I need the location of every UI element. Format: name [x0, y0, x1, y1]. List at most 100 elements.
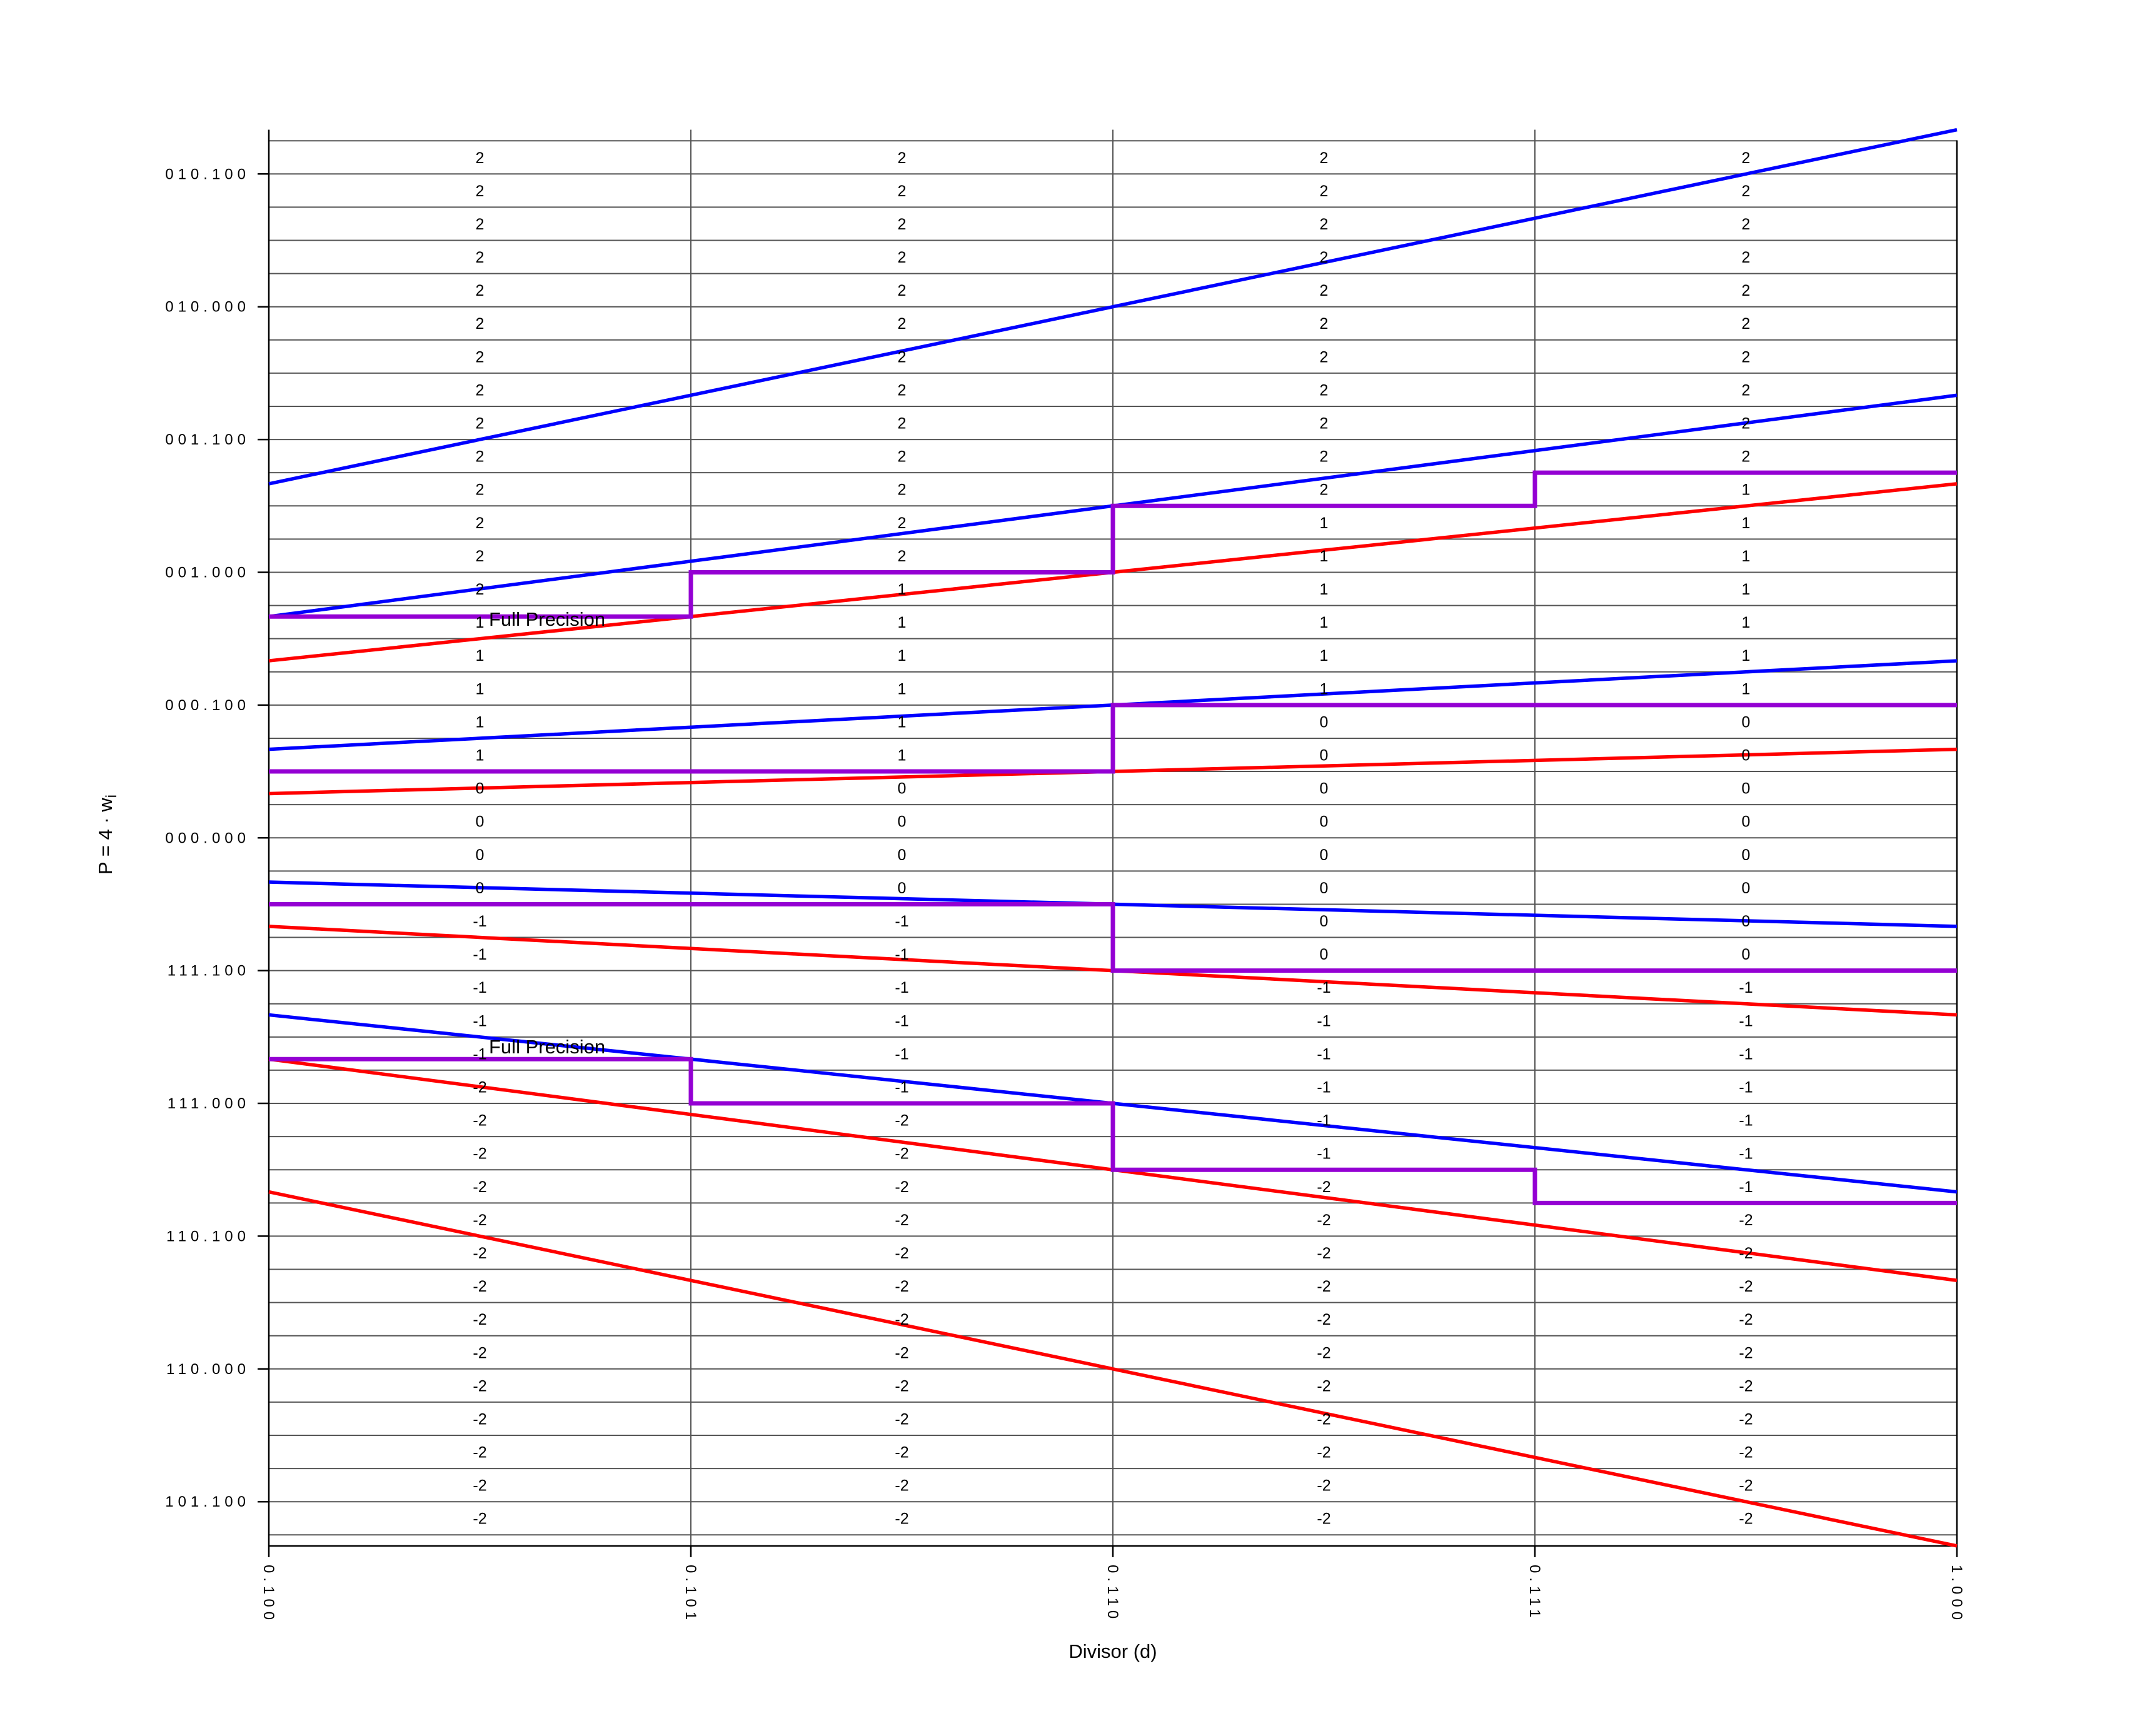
- digit-cell: 1: [1320, 680, 1329, 698]
- digit-cell: 1: [1742, 481, 1751, 499]
- digit-cell: 1: [898, 713, 907, 731]
- digit-cell: 1: [1742, 548, 1751, 565]
- digit-cell: -2: [473, 1510, 486, 1528]
- digit-cell: 2: [898, 348, 907, 366]
- selection-staircase-2-1: [269, 470, 1957, 619]
- digit-cell: -1: [1317, 1045, 1330, 1063]
- digit-cell: 0: [476, 846, 485, 864]
- digit-cell: 2: [898, 514, 907, 532]
- digit-cell: 1: [1320, 647, 1329, 665]
- digit-cell: -2: [1739, 1311, 1752, 1328]
- digit-cell: -2: [1317, 1377, 1330, 1395]
- digit-cell: -2: [1317, 1245, 1330, 1262]
- digit-cell: -2: [895, 1510, 908, 1528]
- digit-cell: -2: [1317, 1477, 1330, 1495]
- digit-cell: -2: [473, 1410, 486, 1428]
- digit-cell: 1: [476, 647, 485, 665]
- digit-cell: -2: [895, 1212, 908, 1229]
- digit-cell: -2: [895, 1477, 908, 1495]
- digit-cell: 2: [898, 315, 907, 333]
- digit-cell: 2: [898, 183, 907, 200]
- digit-cell: 1: [1742, 614, 1751, 631]
- y-tick-label: 101.100: [165, 1493, 250, 1510]
- digit-cell: 0: [476, 880, 485, 897]
- y-tick-label: 010.100: [165, 166, 250, 183]
- digit-cell: -2: [895, 1145, 908, 1163]
- digit-cell: -1: [473, 979, 486, 996]
- digit-cell: 1: [1742, 680, 1751, 698]
- digit-cell: 1: [476, 747, 485, 765]
- selection-staircase-0-m1: [269, 901, 1957, 973]
- digit-cell: 0: [476, 780, 485, 798]
- digit-cell: 2: [476, 448, 485, 466]
- y-tick-label: 001.000: [165, 564, 250, 581]
- digit-cell: 1: [1320, 614, 1329, 631]
- digit-cell: 1: [476, 680, 485, 698]
- digit-cell: -2: [473, 1477, 486, 1495]
- digit-cell: -2: [1317, 1410, 1330, 1428]
- digit-cell: -2: [1739, 1344, 1752, 1362]
- digit-cell: -2: [895, 1444, 908, 1462]
- digit-cell: 2: [1742, 315, 1751, 333]
- digit-cell: 1: [1742, 647, 1751, 665]
- y-tick-label: 111.000: [168, 1095, 250, 1112]
- digit-cell: -1: [1739, 1012, 1752, 1030]
- digit-cell: 0: [1742, 813, 1751, 831]
- digit-cell: -2: [1317, 1311, 1330, 1328]
- digit-cell: 2: [1320, 415, 1329, 433]
- digit-cell: 2: [898, 149, 907, 167]
- digit-cell: -2: [473, 1212, 486, 1229]
- digit-cell: 2: [1742, 282, 1751, 299]
- digit-cell: 2: [1742, 381, 1751, 399]
- digit-cell: 2: [1320, 381, 1329, 399]
- full-precision-annotation-bottom: Full Precision: [489, 1036, 606, 1058]
- digit-cell: 0: [898, 813, 907, 831]
- digit-cell: 0: [1320, 880, 1329, 897]
- digit-cell: 0: [898, 846, 907, 864]
- digit-cell: -2: [895, 1245, 908, 1262]
- digit-cell: 0: [1742, 946, 1751, 963]
- digit-cell: 0: [1742, 747, 1751, 765]
- digit-cell: 2: [476, 149, 485, 167]
- digit-cell: 2: [476, 514, 485, 532]
- digit-cell: -2: [1739, 1477, 1752, 1495]
- upper-bound-line-digit-2: [268, 128, 1958, 486]
- digit-cell: -1: [1739, 1045, 1752, 1063]
- y-axis-title-main: P = 4 · w: [94, 798, 116, 875]
- digit-cell: 0: [1742, 846, 1751, 864]
- digit-cell: 2: [898, 249, 907, 266]
- digit-cell: 2: [476, 548, 485, 565]
- digit-cell: -1: [473, 946, 486, 963]
- digit-cell: 2: [1320, 249, 1329, 266]
- digit-cell: -2: [473, 1444, 486, 1462]
- digit-cell: 1: [898, 747, 907, 765]
- digit-cell: -2: [1739, 1510, 1752, 1528]
- digit-cell: -2: [1317, 1444, 1330, 1462]
- digit-cell: 0: [1320, 780, 1329, 798]
- y-axis-title: P = 4 · wi: [94, 795, 121, 875]
- digit-cell: -2: [895, 1377, 908, 1395]
- y-axis-title-subscript: i: [103, 795, 121, 798]
- x-tick-label: 0.110: [1104, 1565, 1121, 1623]
- digit-cell: 0: [898, 880, 907, 897]
- digit-cell: 2: [476, 381, 485, 399]
- digit-cell: 2: [1742, 348, 1751, 366]
- digit-cell: -2: [473, 1078, 486, 1096]
- digit-cell: 0: [1742, 713, 1751, 731]
- digit-cell: 0: [1320, 846, 1329, 864]
- digit-cell: -2: [895, 1311, 908, 1328]
- digit-cell: -2: [473, 1377, 486, 1395]
- digit-cell: 2: [476, 216, 485, 233]
- digit-cell: -1: [1317, 979, 1330, 996]
- digit-cell: -1: [1739, 1112, 1752, 1130]
- digit-cell: -1: [895, 913, 908, 930]
- digit-cell: 2: [898, 216, 907, 233]
- digit-cell: 1: [1320, 548, 1329, 565]
- digit-cell: 2: [476, 183, 485, 200]
- digit-cell: 0: [1320, 713, 1329, 731]
- digit-cell: 0: [476, 813, 485, 831]
- digit-cell: 2: [1320, 481, 1329, 499]
- digit-cell: -2: [1739, 1444, 1752, 1462]
- digit-cell: 2: [898, 481, 907, 499]
